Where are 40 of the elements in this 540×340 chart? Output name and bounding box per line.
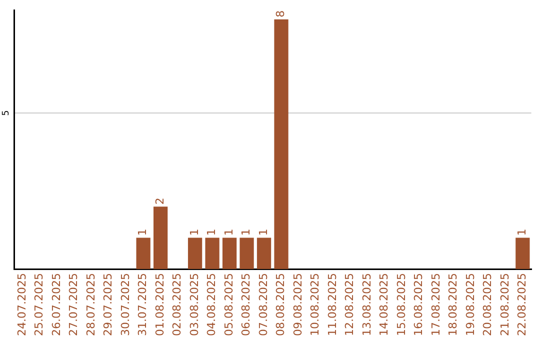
data-label: 1 — [516, 228, 529, 236]
x-tick-label: 07.08.2025 — [256, 273, 270, 336]
x-tick-label: 14.08.2025 — [378, 273, 391, 336]
data-label: 8 — [274, 10, 288, 18]
x-tick-label: 21.08.2025 — [498, 273, 512, 336]
x-tick-label: 05.08.2025 — [222, 273, 236, 336]
x-tick-label: 28.07.2025 — [84, 273, 98, 336]
x-tick-label: 10.08.2025 — [308, 273, 322, 336]
x-tick-label: 01.08.2025 — [153, 273, 166, 336]
data-label: 2 — [153, 198, 166, 205]
x-tick-label: 24.07.2025 — [15, 273, 28, 336]
x-tick-label: 20.08.2025 — [481, 273, 494, 336]
x-tick-label: 15.08.2025 — [394, 273, 408, 336]
x-tick-label: 26.07.2025 — [50, 273, 63, 336]
x-tick-label: 25.07.2025 — [32, 273, 46, 336]
x-tick-label: 12.08.2025 — [343, 273, 356, 336]
data-label: 1 — [240, 228, 253, 236]
data-label: 1 — [188, 228, 201, 236]
x-tick-label: 18.08.2025 — [446, 273, 460, 336]
data-label: 1 — [222, 228, 236, 236]
x-tick-label: 13.08.2025 — [360, 273, 374, 336]
data-label: 1 — [136, 228, 150, 236]
x-tick-label: 03.08.2025 — [188, 273, 201, 336]
x-tick-label: 29.07.2025 — [102, 273, 115, 336]
x-tick-label: 02.08.2025 — [170, 273, 184, 336]
x-tick-label: 31.07.2025 — [136, 273, 150, 336]
x-tick-label: 19.08.2025 — [464, 273, 477, 336]
x-tick-label: 27.07.2025 — [67, 273, 80, 336]
y-tick-label: 5 — [1, 110, 12, 116]
x-tick-label: 04.08.2025 — [205, 273, 218, 336]
x-tick-label: 09.08.2025 — [291, 273, 304, 336]
x-tick-label: 16.08.2025 — [412, 273, 426, 336]
x-tick-label: 30.07.2025 — [118, 273, 132, 336]
data-label: 1 — [205, 228, 218, 236]
data-label: 1 — [256, 228, 270, 236]
x-tick-label: 06.08.2025 — [240, 273, 253, 336]
x-tick-label: 11.08.2025 — [326, 273, 339, 336]
x-tick-label: 17.08.2025 — [429, 273, 442, 336]
x-tick-label: 08.08.2025 — [274, 273, 288, 336]
x-tick-label: 22.08.2025 — [516, 273, 529, 336]
